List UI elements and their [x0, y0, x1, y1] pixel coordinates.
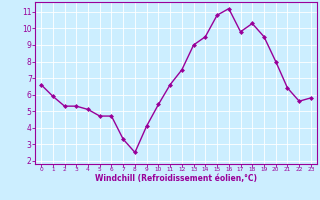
X-axis label: Windchill (Refroidissement éolien,°C): Windchill (Refroidissement éolien,°C) — [95, 174, 257, 183]
